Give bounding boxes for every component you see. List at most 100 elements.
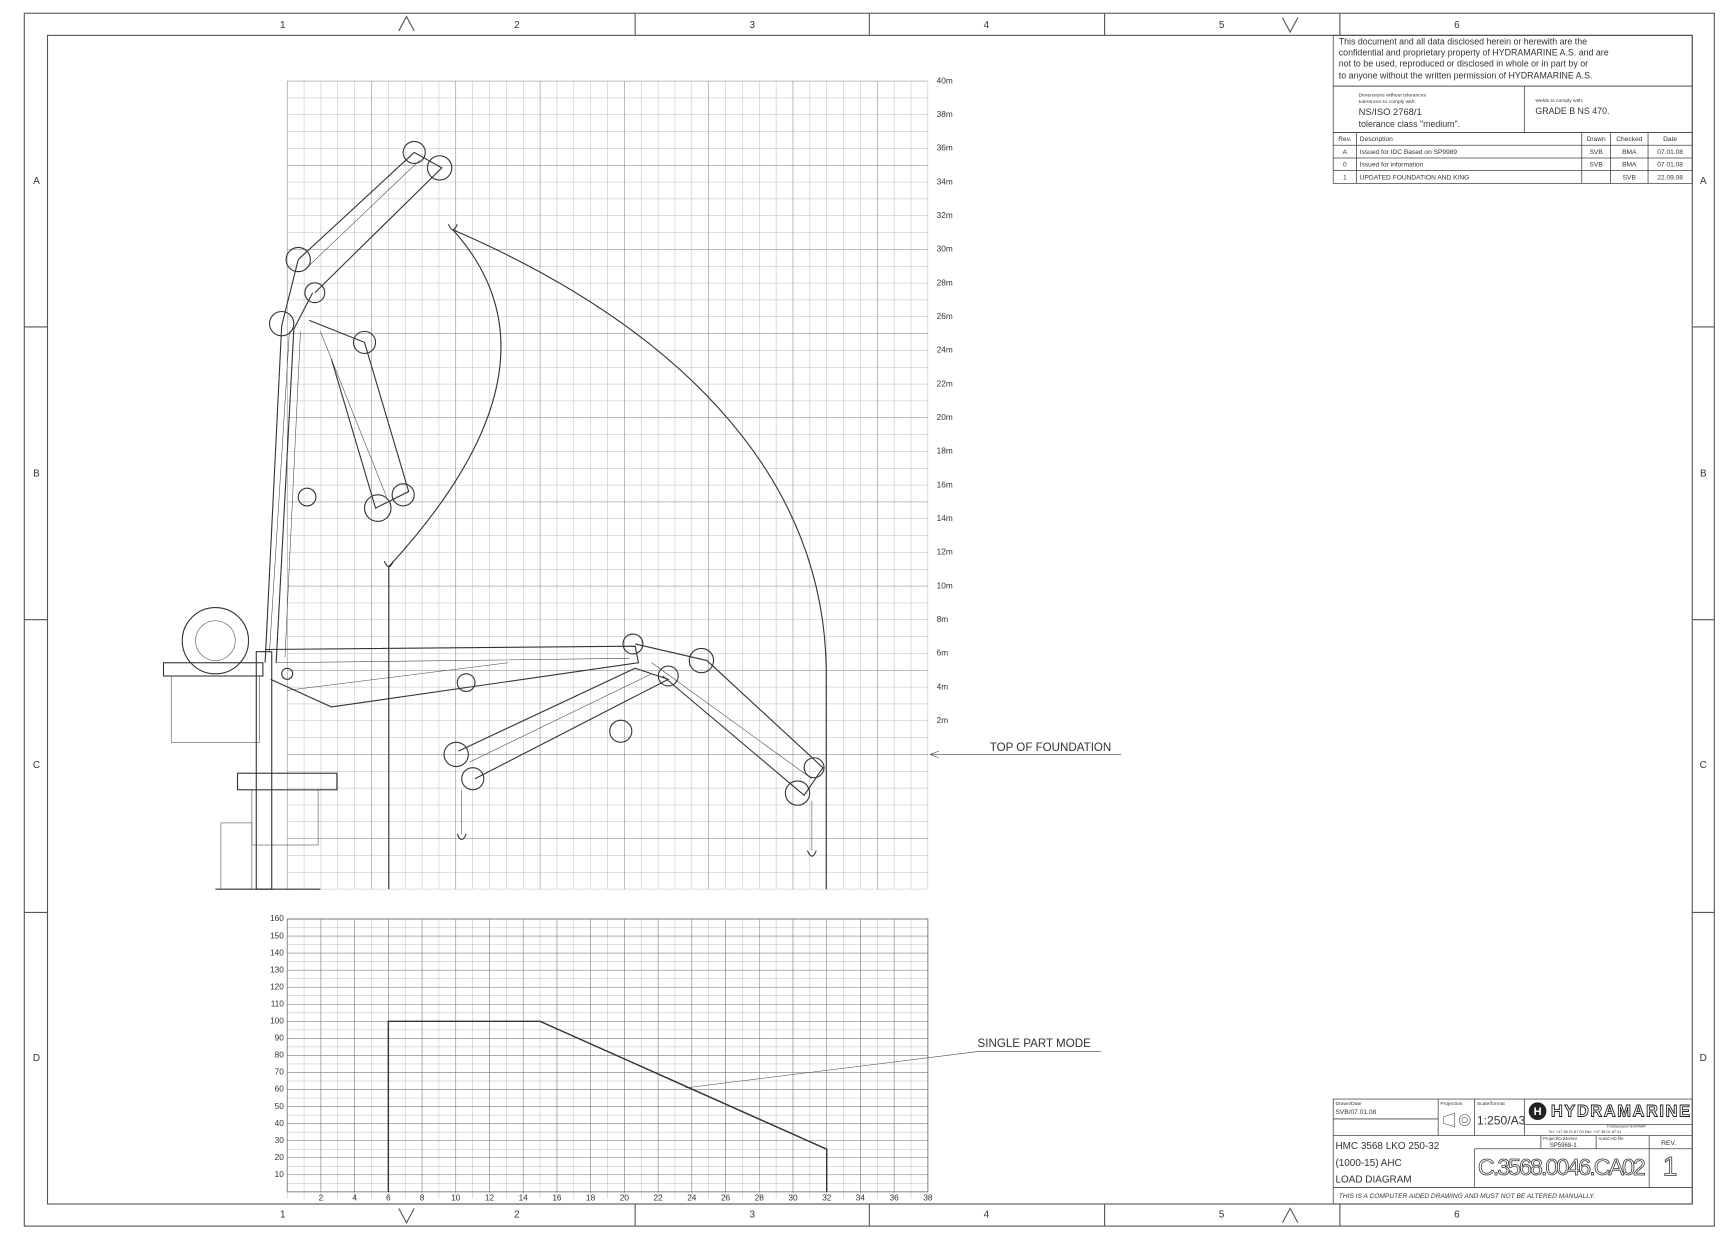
row-label: C	[33, 760, 40, 771]
crane-drawing	[162, 140, 827, 890]
tolerance-standard: NS/ISO 2768/1	[1359, 107, 1422, 117]
x-tick-label: 30	[788, 1194, 798, 1203]
table-cell: 1	[1343, 174, 1347, 181]
notice-line: not to be used, reproduced or disclosed …	[1339, 58, 1588, 68]
column-label: 2	[514, 20, 520, 31]
notice-line: This document and all data disclosed her…	[1339, 36, 1587, 46]
y-tick-label: 120	[270, 982, 284, 991]
x-tick-label: 12	[485, 1194, 495, 1203]
height-label: 6m	[937, 649, 949, 658]
company-logo: HYDRAMARINE	[1551, 1102, 1690, 1121]
table-header: Description	[1360, 136, 1393, 143]
height-label: 12m	[937, 548, 953, 557]
column-label: 4	[984, 20, 990, 31]
height-label: 26m	[937, 312, 953, 321]
x-tick-label: 34	[856, 1194, 866, 1203]
table-cell: BMA	[1622, 149, 1637, 156]
table-header: Drawn	[1587, 136, 1606, 143]
title-line: LOAD DIAGRAM	[1335, 1174, 1411, 1185]
row-label: D	[1700, 1053, 1707, 1064]
y-tick-label: 10	[275, 1170, 285, 1179]
height-label: 40m	[937, 76, 953, 85]
y-tick-label: 60	[275, 1085, 285, 1094]
annotation-text: SINGLE PART MODE	[978, 1038, 1092, 1050]
field-value: SP5968-1	[1550, 1143, 1578, 1149]
x-tick-label: 32	[822, 1194, 832, 1203]
height-label: 18m	[937, 447, 953, 456]
height-label: 4m	[937, 682, 949, 691]
y-tick-label: 130	[270, 965, 284, 974]
column-label: 6	[1454, 1210, 1460, 1221]
field-label: AutoCAD file	[1598, 1136, 1624, 1141]
x-tick-label: 26	[721, 1194, 731, 1203]
table-cell: 07.01.08	[1657, 162, 1683, 169]
y-tick-label: 150	[270, 931, 284, 940]
table-cell: BMA	[1622, 162, 1637, 169]
height-label: 8m	[937, 615, 949, 624]
height-label: 36m	[937, 144, 953, 153]
table-cell: SVB	[1590, 149, 1604, 156]
height-label: 14m	[937, 514, 953, 523]
height-label: 20m	[937, 413, 953, 422]
height-label: 32m	[937, 211, 953, 220]
height-label: 10m	[937, 581, 953, 590]
height-label: 22m	[937, 379, 953, 388]
title-line: (1000-15) AHC	[1335, 1158, 1401, 1169]
table-cell: SVB	[1590, 162, 1604, 169]
y-tick-label: 100	[270, 1017, 284, 1026]
table-header: Rev.	[1338, 136, 1351, 143]
annotation: TOP OF FOUNDATION SINGLE PART MODE	[684, 742, 1122, 1089]
revision-table: Rev. Description Drawn Checked Date A Issued f…	[1332, 132, 1693, 184]
plot-frame	[286, 918, 929, 1193]
x-tick-label: 28	[755, 1194, 765, 1203]
column-label: 6	[1454, 20, 1460, 31]
table-cell: 0	[1343, 162, 1347, 169]
table-cell: A	[1343, 149, 1348, 156]
table-cell: Issued for information	[1360, 162, 1424, 169]
x-tick-label: 16	[552, 1194, 562, 1203]
drawing-number: C.3568.0046.CA02	[1478, 1154, 1646, 1180]
notice-block: This document and all data disclosed her…	[1332, 34, 1693, 133]
column-label: 5	[1219, 1210, 1225, 1221]
field-label: Projection	[1440, 1101, 1462, 1107]
column-label: 3	[749, 1210, 755, 1221]
y-tick-label: 40	[275, 1119, 285, 1128]
table-cell: Issued for IDC Based on SP9989	[1360, 149, 1458, 156]
disclaimer: THIS IS A COMPUTER AIDED DRAWING AND MUS…	[1339, 1193, 1595, 1200]
column-label: 2	[514, 1210, 520, 1221]
tolerance-note: tolerances to comply with:	[1359, 99, 1416, 105]
height-label: 28m	[937, 278, 953, 287]
y-tick-label: 110	[271, 999, 285, 1008]
row-label: D	[33, 1053, 40, 1064]
row-label: A	[33, 176, 40, 187]
height-grid: 40m 38m 36m 34m 32m 30m 28m 26m 24m 22m 20m 18m 16m 1…	[286, 76, 953, 890]
welds-standard: GRADE B NS 470.	[1535, 106, 1609, 116]
height-label: 38m	[937, 110, 953, 119]
x-tick-label: 8	[420, 1194, 425, 1203]
height-label: 34m	[937, 177, 953, 186]
table-cell: UPDATED FOUNDATION AND KING	[1360, 174, 1470, 181]
row-label: B	[33, 468, 40, 479]
revision-number: 1	[1663, 1152, 1678, 1182]
x-tick-label: 24	[687, 1194, 697, 1203]
welds-note: Welds to comply with:	[1535, 98, 1583, 104]
x-tick-label: 20	[620, 1194, 630, 1203]
field-label: REV.	[1661, 1140, 1676, 1147]
column-label: 4	[984, 1210, 990, 1221]
row-label: B	[1700, 468, 1707, 479]
field-value: 1:250/A3	[1477, 1113, 1526, 1127]
company-phone: Tel: +47 38 01 87 00 Fax: +47 38 01 87 0…	[1549, 1130, 1622, 1134]
notice-line: to anyone without the written permission…	[1339, 71, 1593, 81]
title-line: HMC 3568 LKO 250-32	[1335, 1141, 1439, 1152]
frame	[23, 12, 1715, 1227]
y-tick-label: 160	[270, 914, 284, 923]
height-label: 16m	[937, 480, 953, 489]
y-tick-label: 20	[275, 1153, 285, 1162]
table-cell: 22.09.08	[1657, 174, 1683, 181]
height-label: 2m	[937, 716, 949, 725]
column-label: 1	[280, 20, 286, 31]
table-cell: 07.01.08	[1657, 149, 1683, 156]
column-label: 3	[749, 20, 755, 31]
y-tick-label: 30	[275, 1136, 285, 1145]
